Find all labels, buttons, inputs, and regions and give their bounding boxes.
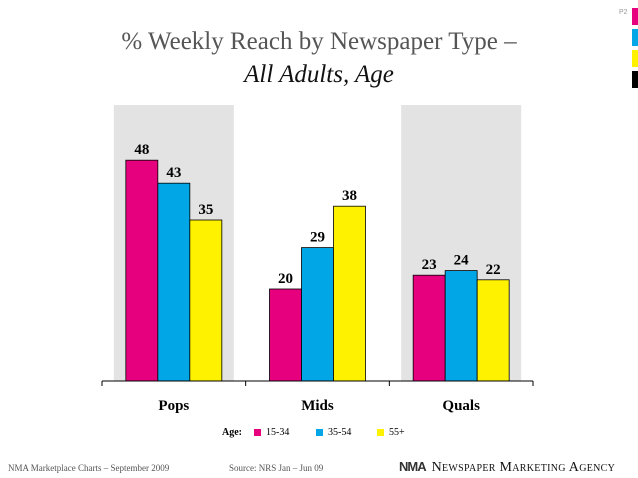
chart-title-line2: All Adults, Age [244, 61, 394, 88]
color-swatch-strip [632, 8, 638, 92]
data-label: 24 [454, 253, 470, 269]
data-label: 48 [134, 142, 149, 158]
data-label: 43 [166, 165, 181, 181]
legend-text: 15-34 [266, 427, 290, 438]
swatch-blue [632, 29, 638, 46]
bar-mids-35-54 [301, 247, 334, 382]
bar-mids-55plus [333, 205, 366, 382]
legend-text: 35-54 [328, 427, 352, 438]
legend-item-15-34: 15-34 [254, 427, 289, 438]
swatch-black [632, 71, 638, 88]
swatch-pink [632, 8, 638, 25]
footer-source: Source: NRS Jan – Jun 09 [229, 463, 324, 473]
legend-item-35-54: 35-54 [316, 427, 351, 438]
swatch-yellow [632, 50, 638, 67]
legend-swatch-yellow [377, 429, 384, 437]
brand-logo: NMA [399, 459, 427, 474]
category-label: Mids [301, 398, 334, 414]
legend-item-55plus: 55+ [377, 427, 405, 438]
bar-pops-15-34 [125, 159, 159, 382]
footer-left: NMA Marketplace Charts – September 2009 [8, 463, 170, 473]
bar-pops-55plus [189, 219, 223, 382]
bar-quals-35-54 [444, 270, 478, 382]
data-label: 22 [486, 262, 501, 278]
brand: NMA Newspaper Marketing Agency [399, 458, 615, 476]
page-number: P2 [619, 9, 628, 16]
bar-quals-15-34 [412, 274, 446, 382]
data-label: 35 [198, 202, 213, 218]
bar-pops-35-54 [157, 182, 191, 382]
data-label: 38 [342, 188, 357, 204]
legend-label: Age: [222, 427, 242, 438]
legend-swatch-pink [254, 429, 261, 437]
data-label: 20 [278, 271, 293, 287]
data-label: 29 [310, 230, 325, 246]
bar-quals-55plus [476, 279, 510, 382]
chart-title-line1: % Weekly Reach by Newspaper Type – [121, 28, 517, 55]
bar-mids-15-34 [269, 288, 302, 382]
category-label: Quals [442, 398, 480, 414]
data-label: 23 [422, 257, 437, 273]
legend-text: 55+ [389, 427, 405, 438]
brand-name: Newspaper Marketing Agency [431, 460, 616, 475]
legend-swatch-blue [316, 429, 323, 437]
category-label: Pops [158, 398, 189, 414]
